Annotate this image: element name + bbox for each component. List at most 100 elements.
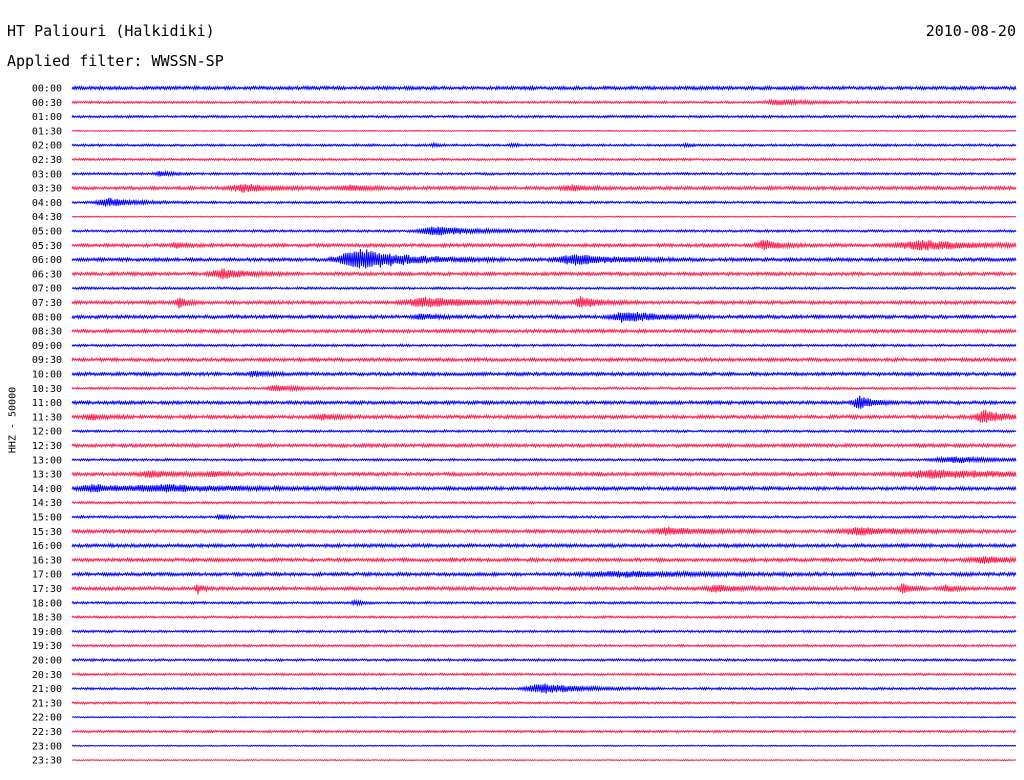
trace-row [71, 114, 1017, 119]
trace-row [71, 226, 1017, 236]
time-tick-label: 14:30 [32, 498, 62, 509]
time-tick-label: 21:30 [32, 698, 62, 709]
trace-row [71, 643, 1017, 648]
time-tick-label: 10:00 [32, 370, 62, 381]
time-tick-label: 16:00 [32, 541, 62, 552]
time-tick-label: 09:30 [32, 355, 62, 366]
time-tick-label: 12:00 [32, 427, 62, 438]
trace-row [71, 141, 1017, 149]
time-tick-label: 00:30 [32, 98, 62, 109]
time-tick-label: 09:00 [32, 341, 62, 352]
time-tick-label: 04:30 [32, 212, 62, 223]
trace-row [71, 98, 1017, 107]
trace-row [71, 84, 1017, 92]
time-tick-label: 11:30 [32, 412, 62, 423]
trace-row [71, 614, 1017, 620]
time-tick-label: 06:00 [32, 255, 62, 266]
time-tick-label: 03:30 [32, 184, 62, 195]
time-tick-label: 13:00 [32, 455, 62, 466]
trace-row [71, 428, 1017, 434]
time-tick-label: 00:00 [32, 84, 62, 95]
trace-row [71, 469, 1017, 479]
trace-row [71, 239, 1017, 251]
time-tick-label: 17:00 [32, 570, 62, 581]
trace-row [71, 716, 1017, 719]
trace-row [71, 183, 1017, 193]
trace-row [71, 683, 1017, 694]
trace-row [71, 296, 1017, 309]
trace-row [71, 248, 1017, 269]
trace-row [71, 484, 1017, 493]
trace-row [71, 583, 1017, 595]
trace-row [71, 542, 1017, 549]
time-tick-label: 04:00 [32, 198, 62, 209]
trace-row [71, 513, 1017, 521]
trace-row [71, 327, 1017, 335]
time-tick-label: 05:30 [32, 241, 62, 252]
filter-label: Applied filter: WWSSN-SP [7, 52, 224, 70]
time-tick-label: 23:30 [32, 756, 62, 767]
trace-row [71, 369, 1017, 378]
trace-row [71, 215, 1017, 218]
trace-row [71, 598, 1017, 607]
time-tick-label: 20:30 [32, 670, 62, 681]
trace-row [71, 500, 1017, 505]
time-tick-label: 22:30 [32, 727, 62, 738]
trace-row [71, 629, 1017, 634]
time-tick-label: 02:00 [32, 141, 62, 152]
time-tick-label: 03:00 [32, 169, 62, 180]
trace-row [71, 157, 1017, 162]
trace-row [71, 395, 1017, 409]
time-tick-label: 13:30 [32, 470, 62, 481]
trace-row [71, 268, 1017, 280]
time-tick-label: 23:00 [32, 741, 62, 752]
trace-row [71, 729, 1017, 734]
time-tick-label: 19:30 [32, 641, 62, 652]
trace-row [71, 526, 1017, 536]
seismogram-traces [71, 84, 1017, 762]
trace-row [71, 384, 1017, 393]
time-tick-label: 19:00 [32, 627, 62, 638]
time-tick-label: 15:30 [32, 527, 62, 538]
trace-row [71, 455, 1017, 464]
time-tick-label: 15:00 [32, 513, 62, 524]
station-title: HT Paliouri (Halkidiki) [7, 22, 215, 40]
time-tick-label: 05:00 [32, 227, 62, 238]
time-tick-label: 07:00 [32, 284, 62, 295]
time-tick-labels: 00:00 00:30 01:00 01:30 02:00 02:30 03:00 03:30… [32, 84, 62, 767]
time-tick-label: 17:30 [32, 584, 62, 595]
time-tick-label: 21:00 [32, 684, 62, 695]
trace-row [71, 700, 1017, 706]
trace-row [71, 169, 1017, 178]
trace-row [71, 758, 1017, 762]
time-tick-label: 18:30 [32, 613, 62, 624]
trace-row [71, 744, 1017, 747]
time-tick-label: 16:30 [32, 555, 62, 566]
trace-row [71, 197, 1017, 207]
time-tick-label: 12:30 [32, 441, 62, 452]
trace-row [71, 672, 1017, 677]
trace-row [71, 569, 1017, 579]
time-tick-label: 06:30 [32, 269, 62, 280]
time-tick-label: 22:00 [32, 713, 62, 724]
time-tick-label: 08:30 [32, 327, 62, 338]
trace-row [71, 555, 1017, 564]
record-date: 2010-08-20 [925, 22, 1016, 40]
time-tick-label: 18:00 [32, 598, 62, 609]
time-tick-label: 20:00 [32, 656, 62, 667]
trace-row [71, 343, 1017, 348]
time-tick-label: 01:30 [32, 126, 62, 137]
trace-row [71, 356, 1017, 363]
time-tick-label: 10:30 [32, 384, 62, 395]
trace-row [71, 442, 1017, 449]
time-tick-label: 07:30 [32, 298, 62, 309]
time-tick-label: 11:00 [32, 398, 62, 409]
trace-row [71, 409, 1017, 423]
trace-row [71, 285, 1017, 291]
time-tick-label: 01:00 [32, 112, 62, 123]
time-tick-label: 02:30 [32, 155, 62, 166]
time-tick-label: 14:00 [32, 484, 62, 495]
time-tick-label: 08:00 [32, 312, 62, 323]
trace-row [71, 129, 1017, 133]
